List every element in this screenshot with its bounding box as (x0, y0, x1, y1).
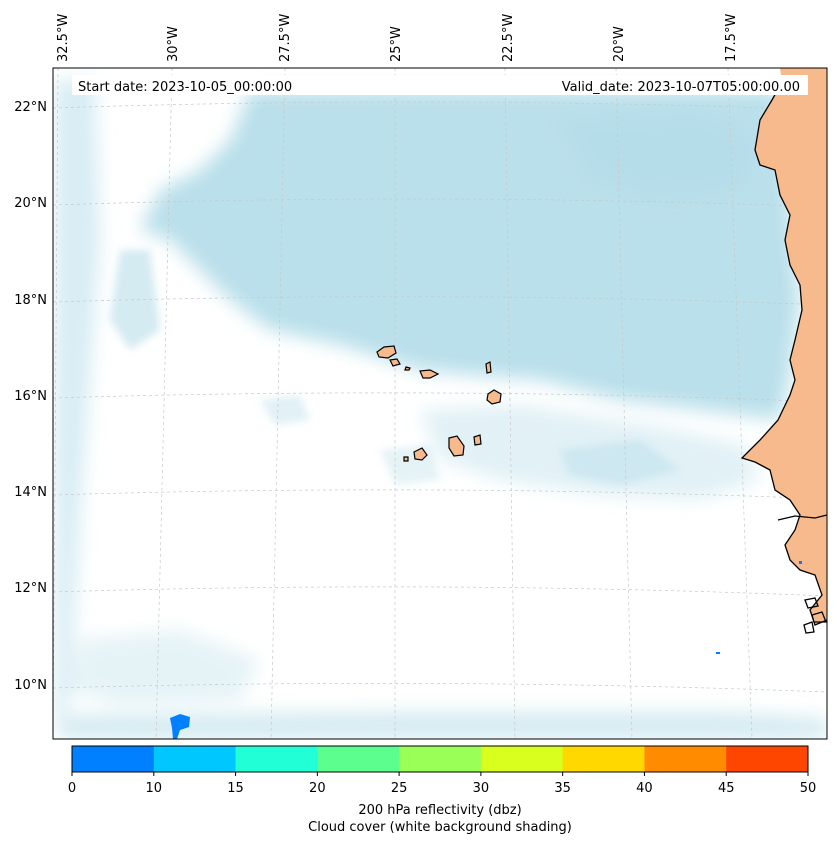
colorbar-tick-label: 20 (309, 781, 326, 796)
colorbar-swatch (644, 746, 727, 772)
svg-text:16°N: 16°N (14, 389, 47, 404)
guinea-bissau-islands (803, 597, 827, 634)
colorbar-tick-label: 45 (718, 781, 735, 796)
valid-date-label: Valid_date: 2023-10-07T05:00:00.00 (562, 80, 800, 95)
svg-text:27.5°W: 27.5°W (278, 14, 293, 62)
colorbar-swatches (72, 746, 809, 772)
colorbar-frame (71, 745, 809, 773)
reflectivity-dot-east (716, 652, 720, 654)
cloud-cover-shading (55, 80, 827, 739)
colorbar-tick-label: 40 (636, 781, 653, 796)
cape-verde-islands (376, 345, 502, 462)
svg-text:22.5°W: 22.5°W (501, 14, 516, 62)
colorbar-tick-label: 30 (473, 781, 490, 796)
svg-text:25°W: 25°W (389, 26, 404, 62)
longitude-labels: 32.5°W 30°W 27.5°W 25°W 22.5°W 20°W 17.5… (56, 14, 739, 62)
colorbar: 0 10 15 20 25 30 35 40 45 50 200 hPa reflectivity… (68, 745, 816, 835)
colorbar-swatch (235, 746, 318, 772)
colorbar-swatch (399, 746, 482, 772)
africa-coastline (740, 81, 827, 626)
colorbar-swatch (72, 746, 155, 772)
svg-text:20°W: 20°W (612, 26, 627, 62)
svg-text:20°N: 20°N (14, 196, 47, 211)
colorbar-tick-label: 10 (146, 781, 163, 796)
colorbar-label-line1: 200 hPa reflectivity (dbz) (358, 803, 521, 818)
colorbar-tick-label: 25 (391, 781, 408, 796)
svg-text:10°N: 10°N (14, 678, 47, 693)
latitude-labels: 22°N 20°N 18°N 16°N 14°N 12°N 10°N (14, 100, 47, 693)
reflectivity-dot-coast (799, 561, 802, 564)
colorbar-swatch (317, 746, 400, 772)
map-frame (52, 67, 828, 740)
svg-text:30°W: 30°W (166, 26, 181, 62)
svg-text:12°N: 12°N (14, 581, 47, 596)
colorbar-ticks: 0 10 15 20 25 30 35 40 45 50 (68, 772, 816, 796)
colorbar-swatch (153, 746, 237, 772)
colorbar-tick-label: 35 (554, 781, 571, 796)
colorbar-tick-label: 15 (227, 781, 244, 796)
colorbar-tick-label: 50 (800, 781, 817, 796)
svg-text:22°N: 22°N (14, 100, 47, 115)
colorbar-swatch (726, 746, 809, 772)
gambia-coast (777, 514, 827, 521)
date-info-box (72, 75, 808, 95)
gridlines (53, 68, 827, 739)
colorbar-swatch (562, 746, 645, 772)
colorbar-swatch (480, 746, 564, 772)
colorbar-label-line2: Cloud cover (white background shading) (308, 820, 572, 835)
start-date-label: Start date: 2023-10-05_00:00:00 (78, 80, 292, 95)
svg-text:18°N: 18°N (14, 293, 47, 308)
svg-text:17.5°W: 17.5°W (724, 14, 739, 62)
svg-text:32.5°W: 32.5°W (56, 14, 71, 62)
svg-text:14°N: 14°N (14, 485, 47, 500)
colorbar-tick-label: 0 (68, 781, 76, 796)
reflectivity-blob-south (170, 714, 190, 739)
